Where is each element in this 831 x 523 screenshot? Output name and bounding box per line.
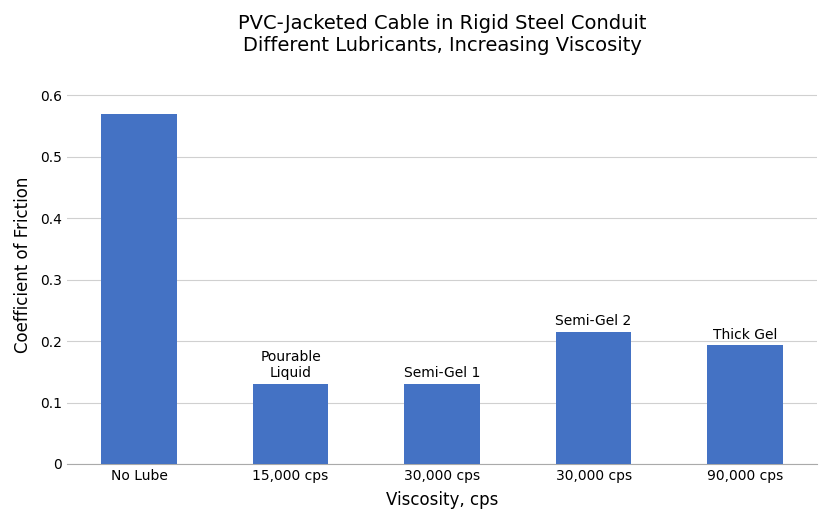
Y-axis label: Coefficient of Friction: Coefficient of Friction <box>14 176 32 353</box>
Bar <box>253 384 328 464</box>
Text: Thick Gel: Thick Gel <box>713 328 777 342</box>
Text: Semi-Gel 1: Semi-Gel 1 <box>404 367 480 380</box>
Text: Pourable
Liquid: Pourable Liquid <box>260 350 321 380</box>
Title: PVC-Jacketed Cable in Rigid Steel Conduit
Different Lubricants, Increasing Visco: PVC-Jacketed Cable in Rigid Steel Condui… <box>238 14 647 55</box>
X-axis label: Viscosity, cps: Viscosity, cps <box>386 491 499 509</box>
Bar <box>101 114 177 464</box>
Bar <box>404 384 480 464</box>
Bar <box>707 345 783 464</box>
Text: Semi-Gel 2: Semi-Gel 2 <box>555 314 632 328</box>
Bar <box>556 332 632 464</box>
